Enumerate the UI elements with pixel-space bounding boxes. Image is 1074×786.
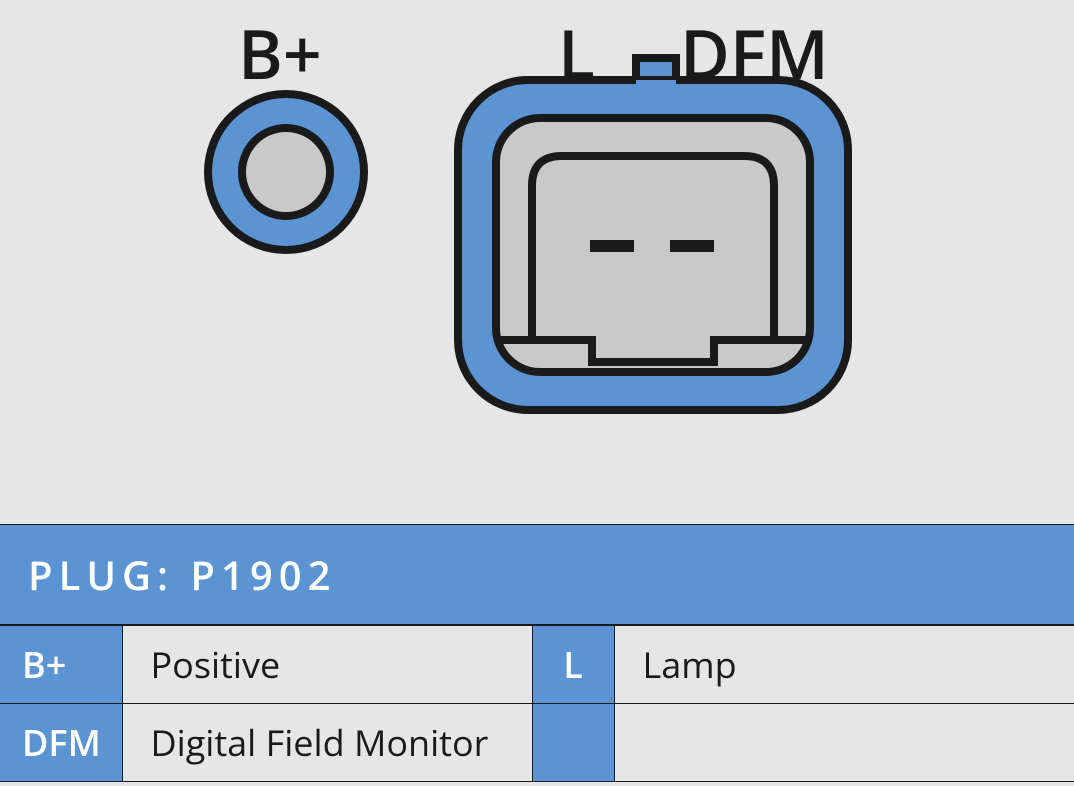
bplus-terminal-icon — [200, 86, 372, 258]
pin-desc: Lamp — [614, 626, 1074, 704]
table-row: DFM Digital Field Monitor — [0, 704, 1074, 782]
pin-desc: Positive — [122, 626, 532, 704]
diagram-area: B+ L DFM — [0, 0, 1074, 524]
pin-code: L — [532, 626, 614, 704]
connector-icon — [440, 50, 870, 430]
pin-table: B+ Positive L Lamp DFM Digital Field Mon… — [0, 625, 1074, 782]
pin-code: B+ — [0, 626, 122, 704]
plug-header: PLUG: P1902 — [0, 525, 1074, 625]
pin-table-area: PLUG: P1902 B+ Positive L Lamp DFM Digit… — [0, 524, 1074, 782]
pin-code: DFM — [0, 704, 122, 782]
pin-code — [532, 704, 614, 782]
pin-desc: Digital Field Monitor — [122, 704, 532, 782]
table-row: B+ Positive L Lamp — [0, 626, 1074, 704]
pin-desc — [614, 704, 1074, 782]
